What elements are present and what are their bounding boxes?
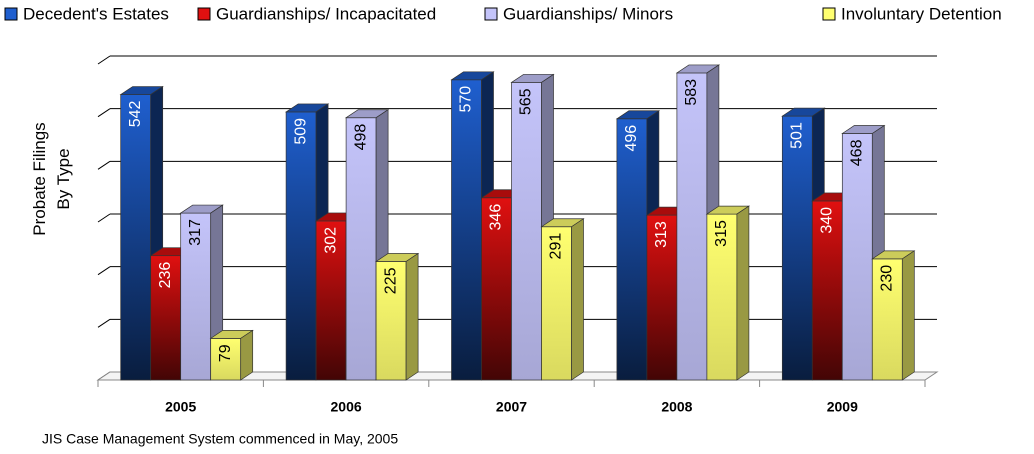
grid-line-side	[97, 55, 111, 65]
value-label: 79	[217, 344, 234, 362]
bar	[781, 107, 826, 381]
grid-line-side	[97, 160, 111, 170]
legend-label: Guardianships/ Incapacitated	[216, 4, 436, 23]
bar-side	[240, 329, 254, 381]
value-label: 230	[879, 265, 896, 292]
bar	[540, 218, 585, 381]
bar-front	[481, 197, 512, 381]
bar	[209, 329, 254, 381]
bar-front	[315, 220, 347, 381]
value-label: 313	[653, 221, 670, 248]
value-label: 315	[713, 220, 730, 247]
value-label: 498	[352, 124, 369, 151]
bar	[705, 205, 751, 381]
value-label: 236	[157, 262, 174, 289]
x-tick-label: 2006	[331, 399, 362, 415]
bar	[374, 252, 420, 381]
legend-swatch	[822, 7, 836, 21]
bar-front	[541, 226, 572, 381]
value-label: 340	[819, 207, 836, 234]
bar-front	[375, 261, 407, 381]
bar-front	[285, 111, 317, 381]
value-label: 346	[488, 204, 505, 231]
grid-line-side	[97, 213, 111, 223]
bar-front	[841, 133, 873, 381]
y-axis-label: Probate Filings By Type	[30, 122, 73, 236]
bar-front	[345, 117, 377, 381]
bar-front	[781, 115, 813, 381]
value-label: 317	[187, 219, 204, 246]
footnote: JIS Case Management System commenced in …	[42, 431, 398, 447]
x-tick-label: 2007	[496, 399, 527, 415]
bar-front	[451, 79, 482, 381]
value-label: 496	[623, 125, 640, 152]
value-label: 542	[127, 100, 144, 127]
x-tick-label: 2008	[661, 399, 692, 415]
bar-front	[120, 94, 152, 381]
bar	[871, 250, 916, 381]
value-label: 225	[382, 267, 399, 294]
value-label: 509	[292, 118, 309, 145]
bar-side	[571, 218, 584, 381]
grid-line-side	[97, 108, 111, 118]
bar-front	[150, 255, 182, 381]
bar	[841, 124, 886, 381]
value-label: 565	[518, 88, 535, 115]
bar-front	[706, 213, 738, 381]
value-label: 583	[683, 79, 700, 106]
x-tick-label: 2009	[827, 399, 858, 415]
grid-line-side	[97, 266, 111, 276]
bar-front	[616, 118, 648, 381]
grid-line-side	[97, 318, 111, 328]
legend-label: Involuntary Detention	[841, 4, 1002, 23]
x-tick-label: 2005	[165, 399, 196, 415]
bar-side	[736, 205, 750, 381]
legend-swatch	[4, 7, 18, 21]
bar-side	[901, 250, 915, 381]
bar-side	[405, 252, 419, 381]
value-label: 302	[322, 227, 339, 254]
legend-swatch	[197, 7, 211, 21]
bar-front	[511, 82, 542, 381]
legend-swatch	[484, 7, 498, 21]
value-label: 291	[548, 233, 565, 260]
value-label: 570	[458, 86, 475, 113]
legend-label: Decedent's Estates	[23, 4, 169, 23]
bar-front	[676, 72, 708, 381]
value-label: 468	[849, 139, 866, 166]
legend-label: Guardianships/ Minors	[503, 4, 673, 23]
value-label: 501	[789, 122, 806, 149]
